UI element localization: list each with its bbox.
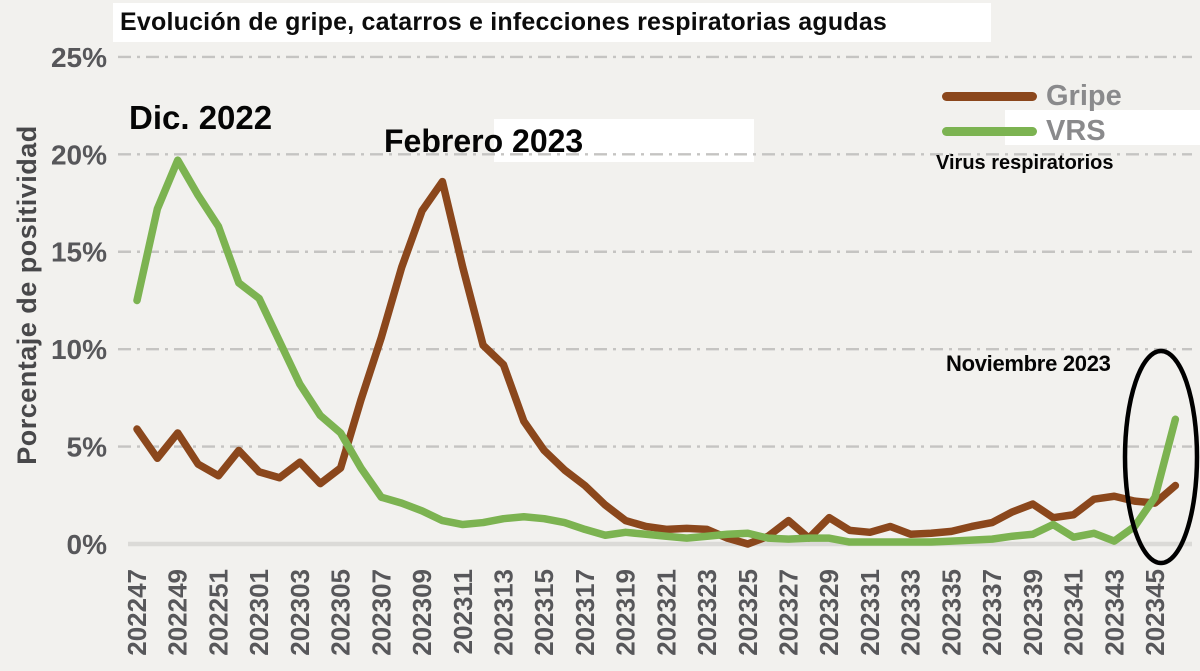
legend-label-vrs: VRS — [1046, 115, 1106, 147]
chart-title: Evolución de gripe, catarros e infeccion… — [120, 8, 888, 36]
x-tick-label: 202313 — [488, 569, 518, 656]
legend: Gripe VRS Virus respiratorios — [936, 80, 1200, 175]
x-tick-label: 202319 — [611, 569, 641, 656]
y-tick-label: 10% — [51, 334, 107, 365]
legend-label-gripe: Gripe — [1046, 80, 1122, 112]
x-tick-label: 202311 — [448, 569, 478, 654]
legend-item-gripe: Gripe — [942, 80, 1200, 112]
gripe-line-swatch — [942, 91, 1037, 101]
x-tick-label: 202251 — [203, 569, 233, 656]
x-tick-label: 202321 — [651, 569, 681, 656]
highlight-ellipse — [1122, 348, 1200, 566]
y-tick-label: 0% — [67, 529, 108, 560]
x-tick-label: 202343 — [1099, 569, 1129, 656]
gripe-line — [133, 177, 1180, 548]
x-tick-label: 202317 — [570, 569, 600, 656]
x-tick-label: 202345 — [1140, 569, 1170, 656]
y-tick-label: 15% — [51, 237, 107, 268]
x-tick-label: 202335 — [936, 569, 966, 656]
x-tick-label: 202309 — [407, 569, 437, 656]
x-tick-label: 202337 — [977, 569, 1007, 656]
x-tick-label: 202305 — [326, 569, 356, 656]
vrs-line — [133, 156, 1180, 546]
title-background — [113, 3, 991, 42]
x-tick-label: 202327 — [774, 569, 804, 656]
x-tick-label: 202307 — [366, 569, 396, 656]
x-tick-label: 202323 — [692, 569, 722, 656]
y-axis-title: Porcentaje de positividad — [12, 125, 42, 465]
x-tick-label: 202315 — [529, 569, 559, 656]
legend-item-vrs: VRS — [942, 115, 1200, 147]
x-tick-label: 202341 — [1059, 569, 1089, 656]
annotation-dic-2022: Dic. 2022 — [129, 99, 273, 136]
x-tick-label: 202303 — [285, 569, 315, 656]
x-tick-label: 202247 — [122, 569, 152, 656]
x-tick-label: 202301 — [244, 569, 274, 656]
y-tick-label: 5% — [67, 432, 108, 463]
x-tick-label: 202331 — [855, 569, 885, 656]
y-tick-label: 25% — [51, 42, 107, 73]
y-tick-label: 20% — [51, 139, 107, 170]
x-tick-label: 202333 — [896, 569, 926, 656]
x-tick-label: 202329 — [814, 569, 844, 656]
x-tick-label: 202325 — [733, 569, 763, 656]
x-tick-label: 202249 — [163, 569, 193, 656]
annotation-febrero-2023: Febrero 2023 — [384, 123, 584, 159]
annotation-noviembre-2023: Noviembre 2023 — [946, 351, 1111, 376]
legend-note: Virus respiratorios — [936, 152, 1114, 174]
x-tick-label: 202339 — [1018, 569, 1048, 656]
vrs-line-swatch — [942, 126, 1037, 136]
legend-background — [1005, 110, 1200, 145]
